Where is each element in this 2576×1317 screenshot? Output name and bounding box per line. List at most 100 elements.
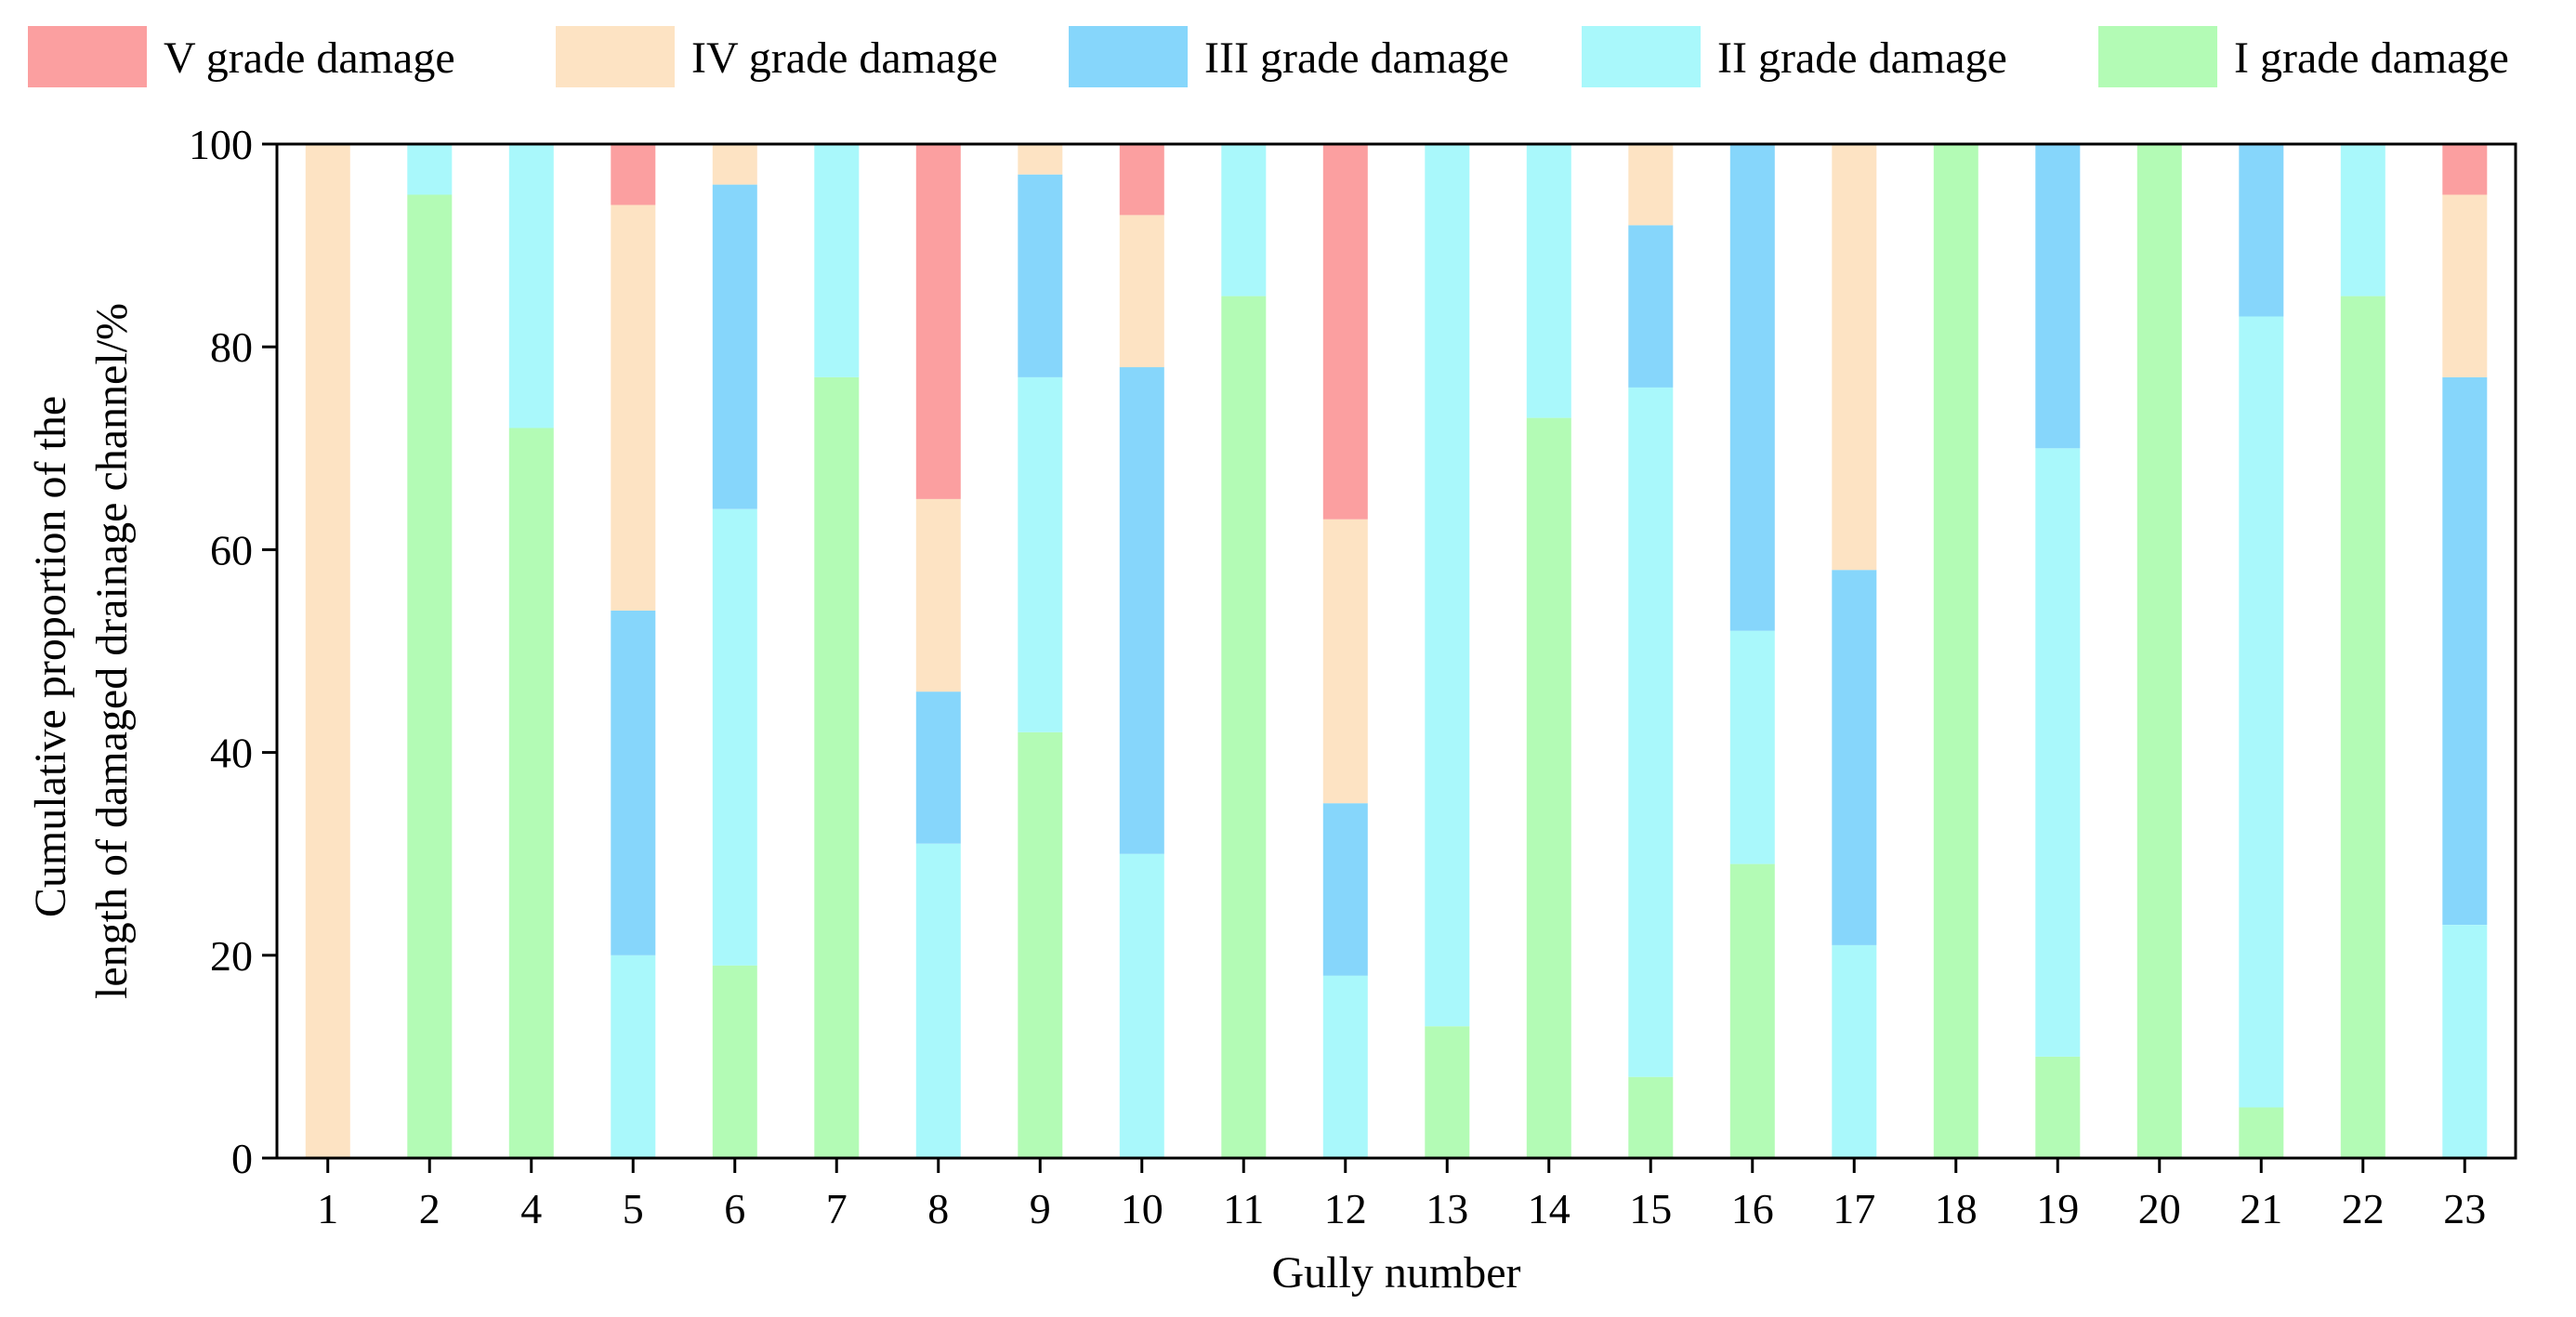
legend-swatch-iv-grade-damage xyxy=(556,26,675,87)
x-axis-title: Gully number xyxy=(1272,1248,1521,1297)
bar-gully-17-ii-grade-damage xyxy=(1832,944,1877,1158)
plot-frame xyxy=(275,142,2517,1160)
legend-label-i-grade-damage: I grade damage xyxy=(2234,33,2509,83)
x-tick-label-18: 18 xyxy=(1935,1185,1978,1232)
bar-gully-8-v-grade-damage xyxy=(915,144,961,499)
y-tick-label-100: 100 xyxy=(189,121,253,168)
bar-gully-17-iv-grade-damage xyxy=(1832,144,1877,571)
legend-swatch-i-grade-damage xyxy=(2098,26,2217,87)
y-axis-title-line-2: length of damaged drainage channel/% xyxy=(87,303,137,999)
bar-gully-11-i-grade-damage xyxy=(1221,296,1267,1159)
x-tick-label-5: 5 xyxy=(623,1185,644,1232)
legend-swatch-v-grade-damage xyxy=(28,26,147,87)
bar-gully-2-i-grade-damage xyxy=(407,194,453,1158)
bar-gully-23-ii-grade-damage xyxy=(2442,925,2488,1158)
bar-gully-9-iii-grade-damage xyxy=(1018,174,1063,377)
x-tick-label-7: 7 xyxy=(826,1185,848,1232)
x-tick-label-16: 16 xyxy=(1731,1185,1774,1232)
y-tick-label-20: 20 xyxy=(210,932,253,980)
bar-gully-23-iv-grade-damage xyxy=(2442,194,2488,377)
x-tick-label-22: 22 xyxy=(2342,1185,2385,1232)
bar-gully-10-iii-grade-damage xyxy=(1119,367,1164,854)
bar-gully-19-i-grade-damage xyxy=(2035,1056,2081,1158)
x-tick-label-11: 11 xyxy=(1223,1185,1264,1232)
bar-gully-14-ii-grade-damage xyxy=(1526,144,1571,418)
bar-gully-6-iv-grade-damage xyxy=(712,144,757,185)
bar-gully-6-iii-grade-damage xyxy=(712,184,757,509)
y-axis-title: Cumulative proportion of the length of d… xyxy=(26,303,137,999)
bar-gully-21-iii-grade-damage xyxy=(2239,144,2284,317)
x-tick-label-4: 4 xyxy=(520,1185,542,1232)
bar-gully-16-i-grade-damage xyxy=(1729,863,1775,1158)
bar-gully-23-iii-grade-damage xyxy=(2442,376,2488,925)
bars xyxy=(305,144,2488,1159)
legend: V grade damage IV grade damage III grade d… xyxy=(28,26,2509,87)
bar-gully-21-i-grade-damage xyxy=(2239,1107,2284,1158)
bar-gully-17-iii-grade-damage xyxy=(1832,570,1877,945)
bar-gully-22-i-grade-damage xyxy=(2340,296,2385,1159)
bar-gully-15-ii-grade-damage xyxy=(1628,387,1674,1077)
y-tick-label-0: 0 xyxy=(231,1135,253,1182)
y-tick-label-80: 80 xyxy=(210,323,253,371)
legend-swatch-iii-grade-damage xyxy=(1069,26,1188,87)
bar-gully-13-ii-grade-damage xyxy=(1425,144,1470,1027)
x-tick-label-15: 15 xyxy=(1629,1185,1672,1232)
x-axis: 1 2 4 5 6 7 8 9 10 11 12 13 14 15 16 17 18 19 20 21 22 23 xyxy=(317,1158,2486,1232)
bar-gully-9-iv-grade-damage xyxy=(1018,144,1063,175)
y-axis: 0 20 40 60 80 100 xyxy=(189,121,277,1182)
bar-gully-8-iv-grade-damage xyxy=(915,498,961,692)
bar-gully-20-i-grade-damage xyxy=(2136,144,2182,1158)
bar-gully-1-iv-grade-damage xyxy=(305,144,350,1158)
x-tick-label-8: 8 xyxy=(927,1185,949,1232)
bar-gully-10-ii-grade-damage xyxy=(1119,853,1164,1158)
bar-gully-19-iii-grade-damage xyxy=(2035,144,2081,449)
bar-gully-23-v-grade-damage xyxy=(2442,144,2488,195)
bar-gully-5-v-grade-damage xyxy=(611,144,656,205)
bar-gully-21-ii-grade-damage xyxy=(2239,316,2284,1108)
bar-gully-4-i-grade-damage xyxy=(508,428,554,1158)
bar-gully-5-ii-grade-damage xyxy=(611,955,656,1158)
x-tick-label-12: 12 xyxy=(1324,1185,1367,1232)
legend-swatch-ii-grade-damage xyxy=(1582,26,1701,87)
bar-gully-11-ii-grade-damage xyxy=(1221,144,1267,296)
bar-gully-9-i-grade-damage xyxy=(1018,731,1063,1158)
bar-gully-7-i-grade-damage xyxy=(814,376,860,1158)
bar-gully-13-i-grade-damage xyxy=(1425,1026,1470,1158)
bar-gully-22-ii-grade-damage xyxy=(2340,144,2385,296)
y-axis-title-line-1: Cumulative proportion of the xyxy=(26,396,75,917)
y-tick-label-60: 60 xyxy=(210,526,253,573)
bar-gully-14-i-grade-damage xyxy=(1526,417,1571,1159)
legend-label-ii-grade-damage: II grade damage xyxy=(1717,33,2007,83)
bar-gully-16-iii-grade-damage xyxy=(1729,144,1775,631)
x-tick-label-23: 23 xyxy=(2443,1185,2486,1232)
bar-gully-8-iii-grade-damage xyxy=(915,691,961,844)
bar-gully-19-ii-grade-damage xyxy=(2035,448,2081,1057)
x-tick-label-1: 1 xyxy=(317,1185,338,1232)
bar-gully-8-ii-grade-damage xyxy=(915,843,961,1158)
legend-label-iv-grade-damage: IV grade damage xyxy=(691,33,998,83)
bar-gully-2-ii-grade-damage xyxy=(407,144,453,195)
bar-gully-15-i-grade-damage xyxy=(1628,1076,1674,1158)
x-tick-label-6: 6 xyxy=(724,1185,745,1232)
x-tick-label-17: 17 xyxy=(1833,1185,1875,1232)
bar-gully-18-i-grade-damage xyxy=(1933,144,1978,1158)
bar-gully-5-iv-grade-damage xyxy=(611,204,656,611)
bar-gully-12-iv-grade-damage xyxy=(1322,519,1368,804)
y-tick-label-40: 40 xyxy=(210,730,253,777)
bar-gully-6-ii-grade-damage xyxy=(712,508,757,966)
x-tick-label-2: 2 xyxy=(419,1185,440,1232)
bar-gully-5-iii-grade-damage xyxy=(611,610,656,955)
x-tick-label-14: 14 xyxy=(1528,1185,1571,1232)
bar-gully-10-v-grade-damage xyxy=(1119,144,1164,216)
bar-gully-12-v-grade-damage xyxy=(1322,144,1368,520)
bar-gully-4-ii-grade-damage xyxy=(508,144,554,428)
bar-gully-10-iv-grade-damage xyxy=(1119,215,1164,368)
legend-label-v-grade-damage: V grade damage xyxy=(164,33,455,83)
bar-gully-6-i-grade-damage xyxy=(712,965,757,1158)
bar-gully-7-ii-grade-damage xyxy=(814,144,860,377)
x-tick-label-10: 10 xyxy=(1121,1185,1163,1232)
bar-gully-16-ii-grade-damage xyxy=(1729,630,1775,864)
bar-gully-9-ii-grade-damage xyxy=(1018,376,1063,732)
